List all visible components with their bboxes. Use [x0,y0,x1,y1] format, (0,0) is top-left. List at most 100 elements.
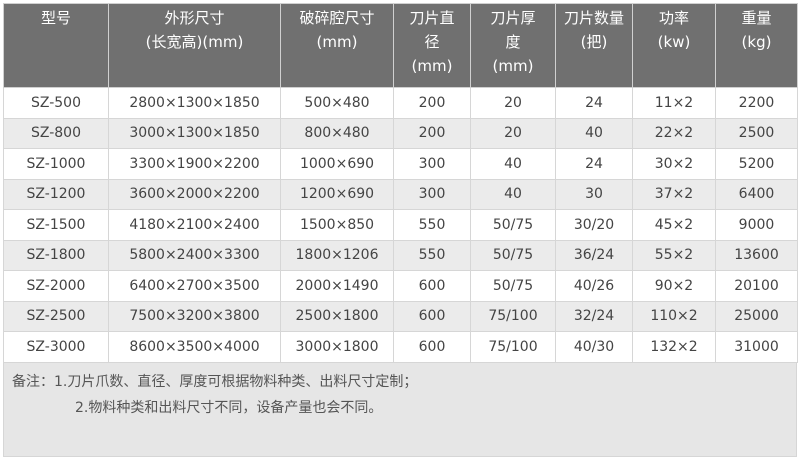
table-row: SZ-1000 3300×1900×2200 1000×690 300 40 24 30×2… [3,148,798,180]
cell-dimensions: 3000×1300×1850 [108,117,281,149]
cell-weight: 2200 [715,87,798,119]
header-text: 型号 [40,9,71,27]
cell-power: 30×2 [632,148,716,180]
cell-chamber-size: 1500×850 [280,209,394,241]
cell-power: 90×2 [632,270,716,302]
cell-model: SZ-800 [3,117,109,149]
cell-chamber-size: 500×480 [280,87,394,119]
header-text: (kg) [741,33,772,51]
header-text: (mm) [316,33,358,51]
cell-blade-count: 24 [555,87,633,119]
cell-blade-diameter: 300 [393,148,471,180]
header-text: 刀片直 [409,9,455,27]
cell-blade-thickness: 20 [470,117,556,149]
header-text: 刀片数量 [563,9,624,27]
cell-model: SZ-2000 [3,270,109,302]
cell-chamber-size: 2500×1800 [280,300,394,332]
header-power: 功率 (kw) [632,3,716,88]
cell-dimensions: 4180×2100×2400 [108,209,281,241]
header-text: 径 [424,33,440,51]
cell-blade-count: 24 [555,148,633,180]
header-text: 功率 [658,9,689,27]
cell-blade-diameter: 600 [393,331,471,363]
cell-power: 37×2 [632,178,716,210]
table-row: SZ-800 3000×1300×1850 800×480 200 20 40 22×2 25… [3,117,798,149]
table-row: SZ-2500 7500×3200×3800 2500×1800 600 75/100 3… [3,300,798,332]
header-text: 破碎腔尺寸 [299,9,375,27]
cell-weight: 9000 [715,209,798,241]
cell-blade-count: 30/20 [555,209,633,241]
cell-blade-thickness: 40 [470,178,556,210]
cell-dimensions: 5800×2400×3300 [108,239,281,271]
cell-blade-diameter: 550 [393,209,471,241]
cell-blade-diameter: 200 [393,87,471,119]
cell-chamber-size: 1000×690 [280,148,394,180]
cell-blade-diameter: 600 [393,270,471,302]
footnote-line-2: 2.物料种类和出料尺寸不同，设备产量也会不同。 [75,399,383,416]
spec-table: 型号 外形尺寸 (长宽高)(mm) 破碎腔尺寸 (mm) 刀片直径 (mm) 刀片厚度 (mm)… [3,3,798,363]
cell-chamber-size: 2000×1490 [280,270,394,302]
cell-model: SZ-1200 [3,178,109,210]
cell-weight: 6400 [715,178,798,210]
header-chamber-size: 破碎腔尺寸 (mm) [280,3,394,88]
cell-model: SZ-1500 [3,209,109,241]
cell-chamber-size: 1800×1206 [280,239,394,271]
cell-weight: 20100 [715,270,798,302]
cell-weight: 31000 [715,331,798,363]
table-row: SZ-1800 5800×2400×3300 1800×1206 550 50/75 36… [3,239,798,271]
cell-dimensions: 3300×1900×2200 [108,148,281,180]
table-row: SZ-1500 4180×2100×2400 1500×850 550 50/75 30/… [3,209,798,241]
cell-blade-count: 32/24 [555,300,633,332]
cell-weight: 5200 [715,148,798,180]
cell-blade-diameter: 550 [393,239,471,271]
header-text: 外形尺寸 [164,9,225,27]
cell-model: SZ-500 [3,87,109,119]
cell-blade-diameter: 300 [393,178,471,210]
table-row: SZ-1200 3600×2000×2200 1200×690 300 40 30 37×2… [3,178,798,210]
cell-weight: 13600 [715,239,798,271]
cell-blade-thickness: 75/100 [470,331,556,363]
cell-dimensions: 8600×3500×4000 [108,331,281,363]
header-row: 型号 外形尺寸 (长宽高)(mm) 破碎腔尺寸 (mm) 刀片直径 (mm) 刀片厚度 (mm)… [3,3,798,88]
header-text: (长宽高)(mm) [145,33,244,51]
cell-dimensions: 7500×3200×3800 [108,300,281,332]
cell-weight: 25000 [715,300,798,332]
cell-chamber-size: 3000×1800 [280,331,394,363]
header-model: 型号 [3,3,109,88]
header-blade-diameter: 刀片直径 (mm) [393,3,471,88]
cell-blade-count: 30 [555,178,633,210]
header-text: (kw) [657,33,691,51]
cell-dimensions: 3600×2000×2200 [108,178,281,210]
header-weight: 重量 (kg) [715,3,798,88]
header-blade-count: 刀片数量 (把) [555,3,633,88]
cell-blade-count: 40/30 [555,331,633,363]
cell-power: 132×2 [632,331,716,363]
cell-dimensions: 2800×1300×1850 [108,87,281,119]
cell-power: 45×2 [632,209,716,241]
footnote: 备注：1.刀片爪数、直径、厚度可根据物料种类、出料尺寸定制； 2.物料种类和出料… [3,362,797,457]
cell-model: SZ-1800 [3,239,109,271]
cell-blade-diameter: 200 [393,117,471,149]
cell-chamber-size: 1200×690 [280,178,394,210]
cell-blade-thickness: 50/75 [470,209,556,241]
cell-power: 110×2 [632,300,716,332]
table-row: SZ-2000 6400×2700×3500 2000×1490 600 50/75 40… [3,270,798,302]
cell-model: SZ-1000 [3,148,109,180]
cell-power: 55×2 [632,239,716,271]
cell-blade-count: 40 [555,117,633,149]
header-dimensions: 外形尺寸 (长宽高)(mm) [108,3,281,88]
header-text: (mm) [492,57,534,75]
cell-dimensions: 6400×2700×3500 [108,270,281,302]
cell-blade-thickness: 50/75 [470,239,556,271]
cell-blade-thickness: 50/75 [470,270,556,302]
header-text: (mm) [411,57,453,75]
header-text: 度 [505,33,521,51]
cell-blade-count: 40/26 [555,270,633,302]
cell-chamber-size: 800×480 [280,117,394,149]
footnote-line-1: 备注：1.刀片爪数、直径、厚度可根据物料种类、出料尺寸定制； [12,373,418,390]
header-blade-thickness: 刀片厚度 (mm) [470,3,556,88]
cell-blade-thickness: 40 [470,148,556,180]
table-row: SZ-500 2800×1300×1850 500×480 200 20 24 11×2 22… [3,87,798,119]
cell-blade-count: 36/24 [555,239,633,271]
header-text: 重量 [741,9,772,27]
